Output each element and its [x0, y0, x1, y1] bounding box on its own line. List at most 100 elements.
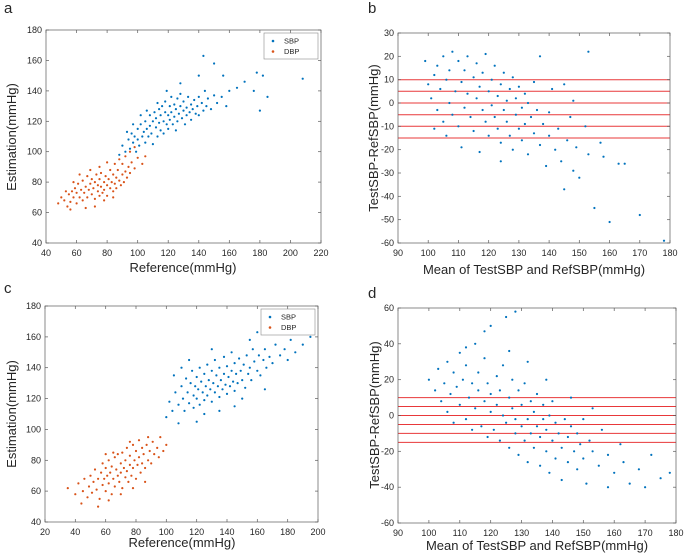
point-sbp	[167, 127, 170, 130]
point-difference	[619, 443, 622, 446]
point-sbp	[225, 105, 228, 108]
point-dbp	[96, 184, 99, 187]
point-sbp	[258, 109, 261, 112]
point-difference	[566, 435, 570, 439]
point-sbp	[222, 355, 226, 358]
point-difference	[474, 342, 477, 345]
y-tick-label: 140	[27, 86, 42, 96]
x-tick-label: 60	[72, 248, 82, 258]
point-sbp	[195, 375, 198, 379]
point-dbp	[131, 487, 135, 490]
point-dbp	[97, 505, 100, 508]
point-sbp	[176, 97, 179, 100]
point-difference	[464, 418, 468, 421]
point-dbp	[84, 206, 87, 210]
point-difference	[443, 382, 446, 385]
point-difference	[448, 69, 451, 72]
point-dbp	[125, 446, 128, 449]
point-sbp	[165, 89, 168, 92]
y-tick-label: 40	[31, 517, 41, 527]
point-difference	[526, 418, 529, 421]
point-sbp	[232, 380, 235, 383]
point-sbp	[136, 138, 139, 141]
point-sbp	[206, 394, 209, 397]
y-tick-label: -60	[381, 238, 394, 248]
point-dbp	[98, 194, 101, 197]
point-dbp	[80, 188, 83, 191]
point-difference	[475, 97, 478, 100]
point-dbp	[87, 188, 90, 191]
y-axis-label: Estimation(mmHg)	[4, 83, 19, 191]
x-tick-label: 60	[101, 527, 111, 537]
point-dbp	[130, 474, 133, 477]
x-tick-label: 120	[483, 528, 498, 538]
point-difference	[523, 122, 527, 126]
point-sbp	[180, 366, 183, 369]
x-tick-label: 220	[313, 248, 328, 258]
point-difference	[486, 435, 489, 439]
point-difference	[529, 400, 532, 403]
point-difference	[532, 132, 536, 135]
point-dbp	[128, 463, 131, 466]
point-sbp	[263, 348, 266, 351]
point-sbp	[255, 71, 258, 74]
point-dbp	[86, 196, 89, 199]
y-tick-label: 0	[389, 411, 394, 421]
y-axis-label: TestSBP-RefSBP(mmHg)	[366, 64, 381, 211]
point-sbp	[168, 105, 171, 108]
point-difference	[484, 52, 487, 56]
panel-label: d	[368, 285, 376, 302]
point-sbp	[236, 382, 239, 385]
point-difference	[511, 407, 514, 410]
series-sbp	[118, 54, 304, 156]
point-sbp	[239, 369, 242, 372]
point-sbp	[136, 127, 139, 130]
y-tick-label: 30	[384, 28, 394, 38]
point-sbp	[144, 120, 147, 123]
x-tick-label: 180	[252, 248, 267, 258]
point-sbp	[210, 369, 213, 372]
point-difference	[463, 69, 466, 72]
point-sbp	[188, 402, 191, 405]
point-difference	[442, 120, 445, 123]
point-difference	[520, 139, 524, 142]
point-sbp	[301, 343, 304, 346]
point-sbp	[197, 95, 200, 98]
point-difference	[495, 375, 498, 378]
point-sbp	[202, 54, 205, 58]
point-difference	[439, 87, 442, 91]
point-sbp	[192, 394, 195, 397]
point-difference	[460, 146, 463, 149]
point-sbp	[195, 397, 198, 400]
y-tick-label: 60	[32, 208, 42, 218]
point-dbp	[104, 453, 107, 456]
point-sbp	[238, 357, 241, 360]
point-sbp	[179, 92, 182, 95]
point-difference	[551, 87, 554, 91]
point-sbp	[186, 391, 189, 394]
point-sbp	[196, 105, 199, 108]
point-dbp	[97, 477, 100, 480]
point-sbp	[159, 114, 162, 117]
point-difference	[436, 108, 439, 112]
y-tick-label: 80	[32, 177, 42, 187]
point-difference	[644, 486, 647, 489]
point-sbp	[248, 338, 251, 341]
legend-marker-dbp	[268, 326, 272, 329]
point-dbp	[125, 176, 129, 179]
point-difference	[563, 188, 566, 191]
series-difference	[427, 310, 671, 489]
point-difference	[514, 432, 517, 435]
point-sbp	[177, 422, 180, 425]
point-sbp	[206, 363, 209, 366]
x-tick-label: 160	[222, 248, 237, 258]
point-difference	[526, 153, 530, 156]
point-sbp	[213, 358, 216, 362]
x-tick-label: 110	[451, 248, 465, 258]
point-dbp	[112, 451, 115, 454]
point-sbp	[158, 121, 161, 124]
point-difference	[606, 453, 610, 456]
point-difference	[484, 120, 487, 123]
point-dbp	[106, 161, 109, 164]
